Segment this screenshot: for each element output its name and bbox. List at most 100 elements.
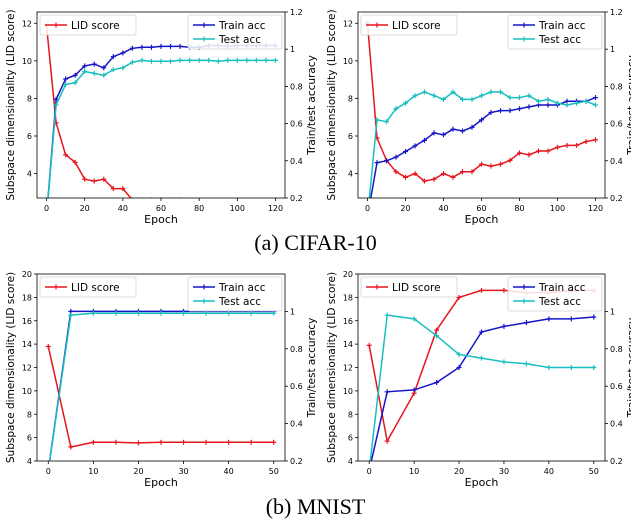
legend-right: Train acc Test acc xyxy=(187,14,283,50)
y-tick-label-left: 4 xyxy=(27,457,32,466)
legend-label-test-acc: Test acc xyxy=(218,296,261,308)
plot-area xyxy=(366,287,597,461)
x-axis-label: Epoch xyxy=(144,476,178,489)
y-tick-label-right: 0.2 xyxy=(610,194,623,203)
x-tick-label: 10 xyxy=(409,467,419,476)
y-tick-label-left: 6 xyxy=(348,434,353,443)
y-tick-label-right: 0.4 xyxy=(290,157,303,166)
x-tick-label: 40 xyxy=(544,467,554,476)
x-tick-label: 20 xyxy=(454,467,464,476)
legend-left: LID score xyxy=(360,14,458,36)
y-tick-label-left: 14 xyxy=(22,340,32,349)
legend-box xyxy=(360,14,458,36)
y-axis-label-right: Train/test accuracy xyxy=(306,55,318,156)
x-tick-label: 30 xyxy=(178,467,188,476)
legend-label-test-acc: Test acc xyxy=(538,296,581,308)
y-tick-label-left: 8 xyxy=(27,410,32,419)
legend-label-train-acc: Train acc xyxy=(218,282,266,294)
legend-left: LID score xyxy=(39,14,137,36)
y-tick-label-right: 1.2 xyxy=(610,8,623,17)
y-tick-label-left: 12 xyxy=(343,19,353,28)
y-tick-label-left: 20 xyxy=(343,270,353,279)
x-tick-label: 50 xyxy=(589,467,599,476)
x-axis-label: Epoch xyxy=(144,213,178,226)
y-tick-label-left: 12 xyxy=(22,364,32,373)
y-tick-label-left: 16 xyxy=(22,317,32,326)
x-tick-label: 100 xyxy=(550,204,565,213)
legend-right: Train acc Test acc xyxy=(507,14,603,50)
x-tick-label: 60 xyxy=(476,204,486,213)
chart-cifar10-right: 0 20 40 60 80 100 120 4 6 8 10 12 0.2 0.4 0.6 0.8 1 1.2 Ep… xyxy=(326,8,631,226)
x-tick-label: 0 xyxy=(44,204,49,213)
legend-right: Train acc Test acc xyxy=(507,276,603,312)
x-tick-label: 120 xyxy=(588,204,603,213)
y-tick-label-left: 20 xyxy=(22,270,32,279)
y-tick-label-right: 0.4 xyxy=(290,420,303,429)
x-tick-label: 60 xyxy=(156,204,166,213)
y-tick-label-left: 10 xyxy=(22,387,32,396)
chart-cifar10-left: 0 20 40 60 80 100 120 4 6 8 10 12 0.2 0.4 0.6 0.8 1 1.2 Ep… xyxy=(5,8,318,226)
x-tick-label: 40 xyxy=(224,467,234,476)
legend-label-train-acc: Train acc xyxy=(538,282,586,294)
y-tick-label-right: 0.4 xyxy=(610,420,623,429)
plot-area xyxy=(44,22,278,198)
y-tick-label-left: 4 xyxy=(348,170,353,179)
series-line-lid-score xyxy=(47,346,274,448)
y-tick-label-left: 14 xyxy=(343,340,353,349)
y-tick-label-right: 0.8 xyxy=(290,345,303,354)
y-axis-label-right: Train/test accuracy xyxy=(306,318,318,419)
y-tick-label-left: 10 xyxy=(22,57,32,66)
y-axis-label-left: Subspace dimensionality (LID score) xyxy=(5,9,17,200)
legend-box xyxy=(187,276,283,312)
series-line-train-acc xyxy=(48,310,274,461)
x-tick-label: 0 xyxy=(365,204,370,213)
series-line-train-acc xyxy=(370,316,594,461)
x-tick-label: 20 xyxy=(80,204,90,213)
legend-box xyxy=(39,276,137,298)
y-tick-label-right: 0.6 xyxy=(290,120,303,129)
legend-label-lid-score: LID score xyxy=(392,282,441,294)
y-tick-label-left: 18 xyxy=(343,293,353,302)
y-tick-label-left: 4 xyxy=(27,170,32,179)
legend-box xyxy=(507,276,603,312)
y-tick-label-right: 1 xyxy=(290,45,295,54)
y-tick-label-right: 0.8 xyxy=(610,345,623,354)
y-tick-label-left: 18 xyxy=(22,293,32,302)
y-tick-label-right: 0.6 xyxy=(610,120,623,129)
series-line-lid-score xyxy=(45,25,132,198)
plot-area xyxy=(45,308,277,461)
legend-box xyxy=(187,14,283,50)
y-tick-label-left: 12 xyxy=(343,364,353,373)
legend-left: LID score xyxy=(360,276,458,298)
series-line-train-acc xyxy=(47,44,276,198)
chart-mnist-right: 0 10 20 30 40 50 4 6 8 10 12 14 16 18 20 0.2 0.4 0.6 0.8 1 E… xyxy=(326,270,631,489)
y-axis-label-left: Subspace dimensionality (LID score) xyxy=(5,272,17,463)
series-line-test-acc xyxy=(48,312,274,461)
x-tick-label: 20 xyxy=(133,467,143,476)
legend-box xyxy=(507,14,603,50)
legend-label-lid-score: LID score xyxy=(392,20,441,32)
x-tick-label: 40 xyxy=(438,204,448,213)
x-tick-label: 20 xyxy=(400,204,410,213)
y-axis-label-left: Subspace dimensionality (LID score) xyxy=(326,9,338,200)
y-tick-label-left: 6 xyxy=(348,132,353,141)
series-line-lid-score xyxy=(368,289,594,444)
caption-mnist: (b) MNIST xyxy=(265,494,366,519)
y-axis-label-right: Train/test accuracy xyxy=(626,55,631,156)
x-tick-label: 80 xyxy=(514,204,524,213)
legend-label-lid-score: LID score xyxy=(71,20,120,32)
legend-label-train-acc: Train acc xyxy=(538,20,586,32)
y-tick-label-right: 0.2 xyxy=(290,457,303,466)
y-tick-label-right: 0.6 xyxy=(290,382,303,391)
y-tick-label-right: 1 xyxy=(610,307,615,316)
legend-label-test-acc: Test acc xyxy=(538,34,581,46)
x-axis-label: Epoch xyxy=(465,476,499,489)
x-tick-label: 120 xyxy=(268,204,283,213)
y-tick-label-left: 4 xyxy=(348,457,353,466)
y-tick-label-left: 16 xyxy=(343,317,353,326)
y-tick-label-left: 6 xyxy=(27,434,32,443)
x-tick-label: 0 xyxy=(46,467,51,476)
legend-box xyxy=(360,276,458,298)
y-tick-label-right: 1 xyxy=(290,307,295,316)
